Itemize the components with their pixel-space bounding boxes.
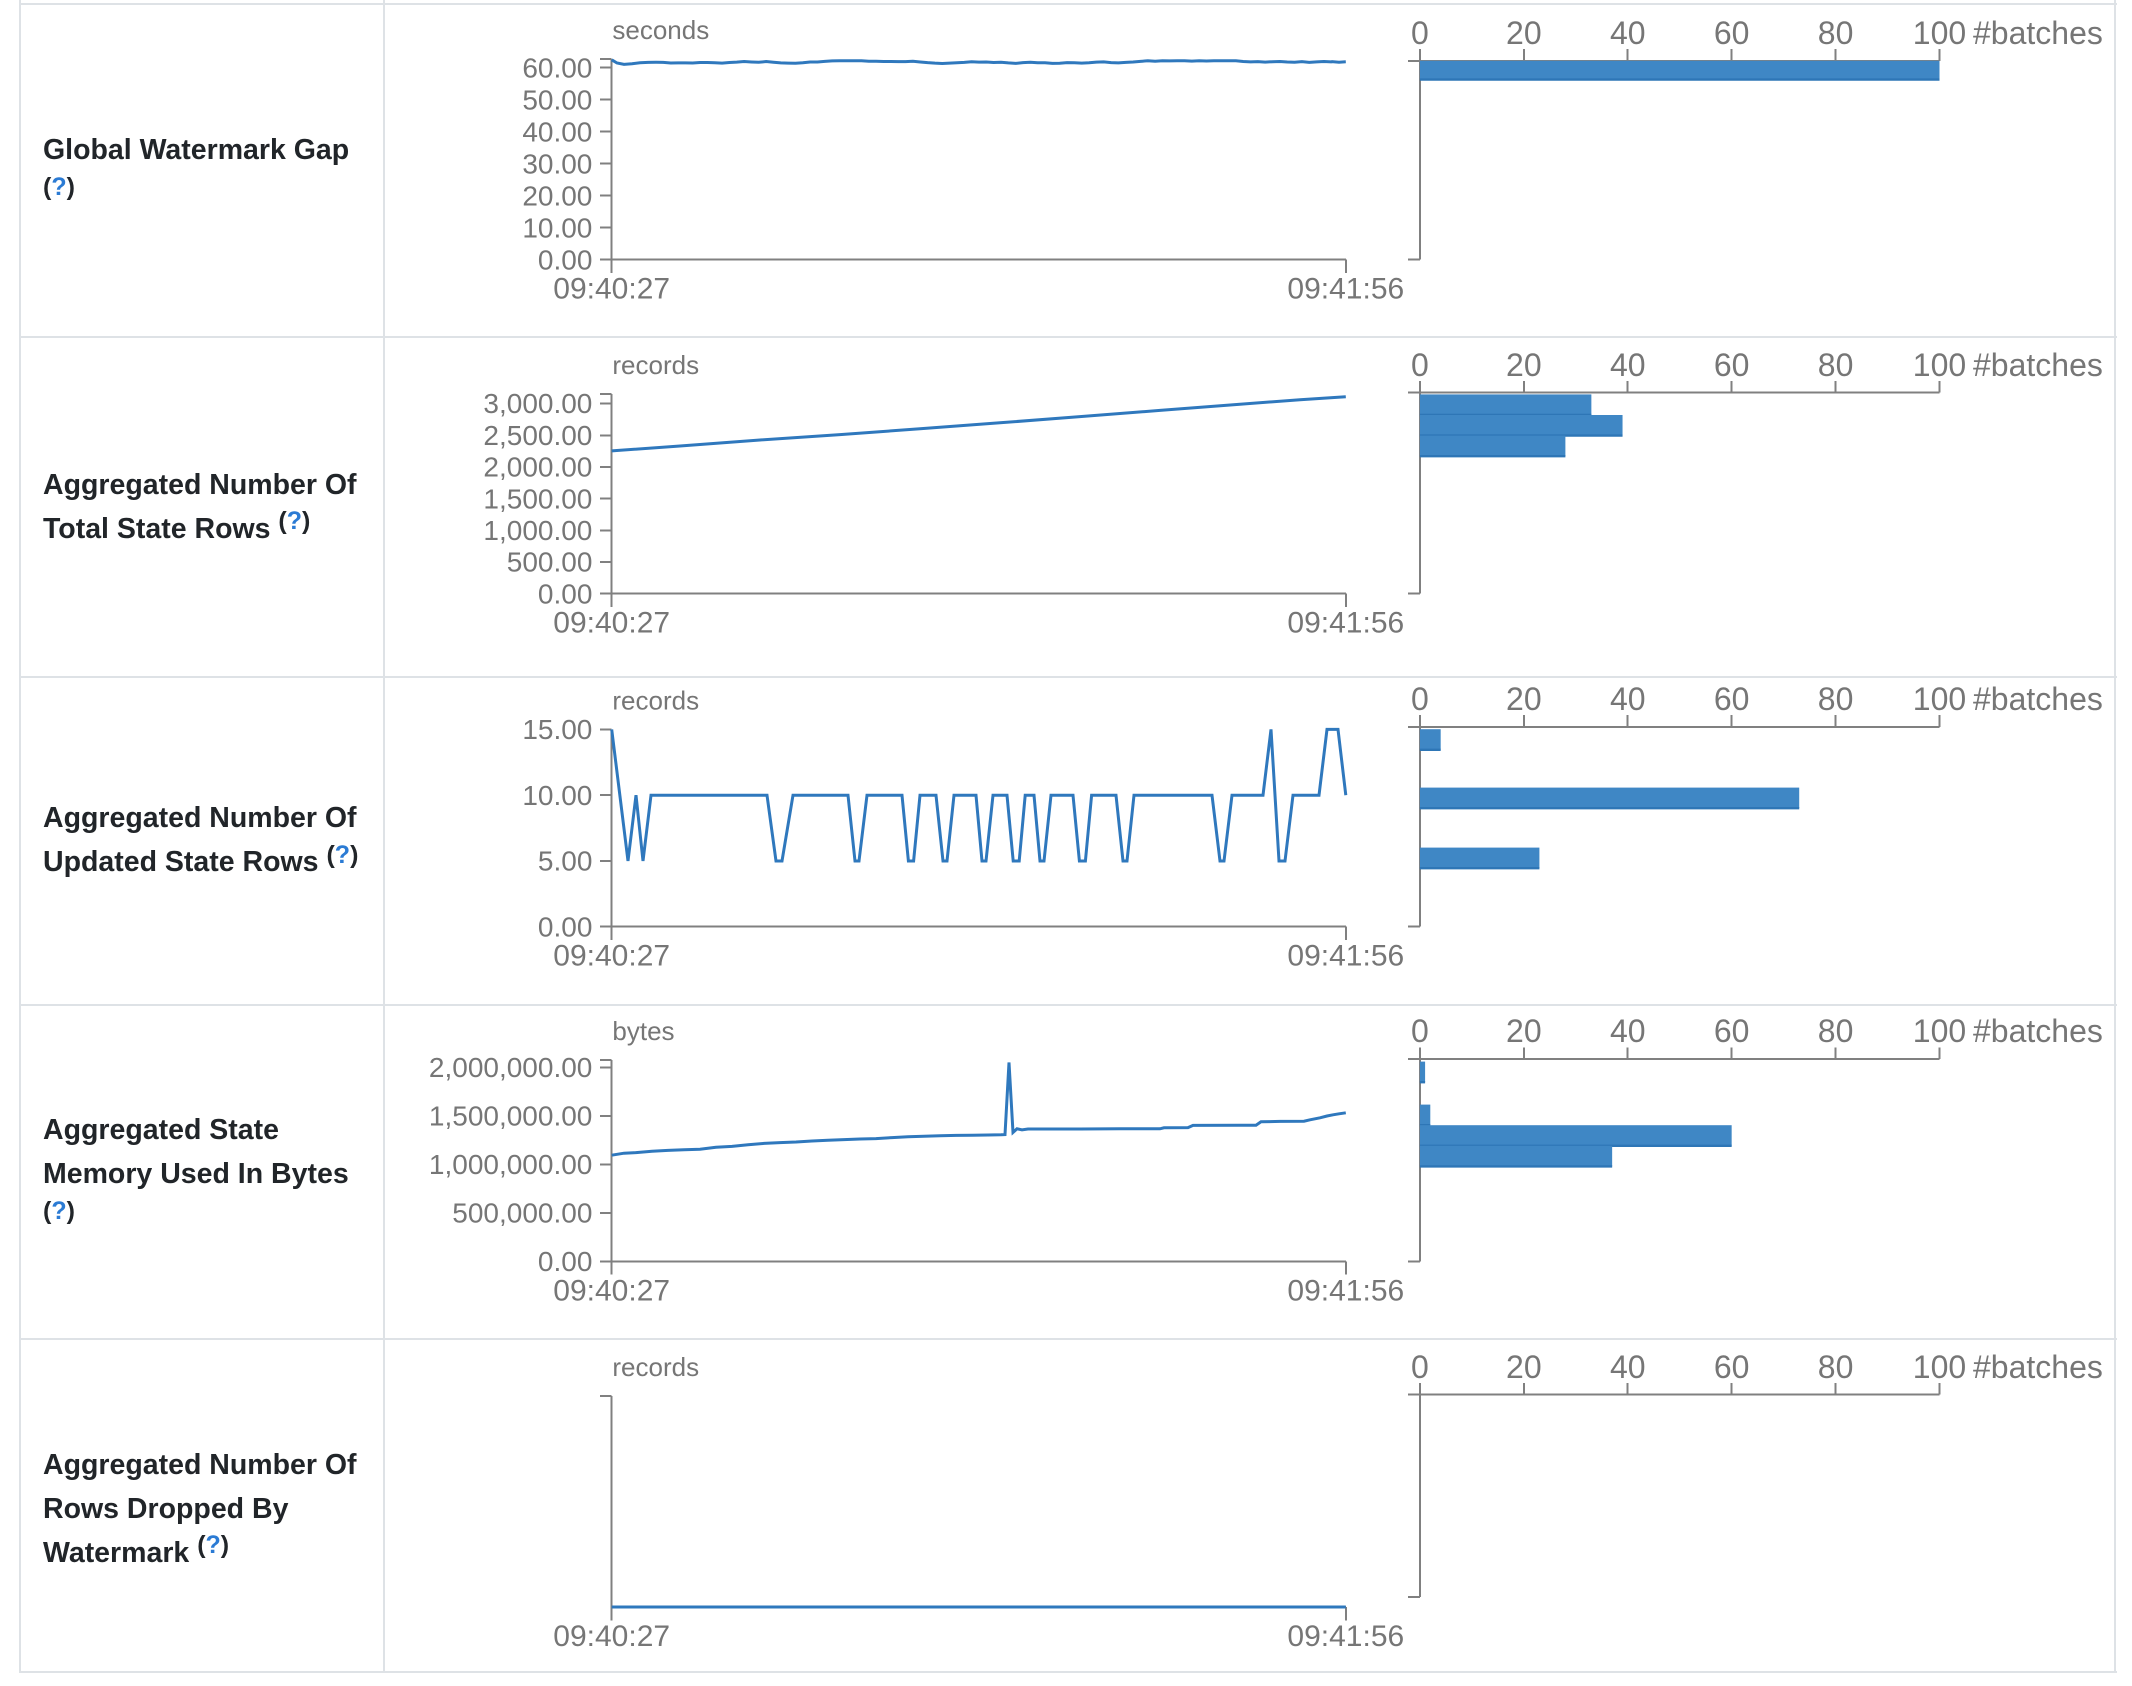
svg-text:40: 40	[1610, 681, 1646, 717]
svg-text:40: 40	[1610, 15, 1646, 51]
svg-text:records: records	[612, 350, 699, 380]
svg-text:09:41:56: 09:41:56	[1287, 273, 1404, 306]
svg-text:100: 100	[1913, 1013, 1966, 1049]
svg-text:#batches: #batches	[1973, 15, 2103, 51]
svg-text:80: 80	[1818, 681, 1854, 717]
svg-text:40.00: 40.00	[522, 116, 592, 147]
svg-text:100: 100	[1913, 15, 1966, 51]
svg-text:50.00: 50.00	[522, 84, 592, 115]
svg-text:500.00: 500.00	[507, 547, 593, 578]
svg-text:40: 40	[1610, 1013, 1646, 1049]
svg-text:60: 60	[1714, 681, 1750, 717]
svg-text:#batches: #batches	[1973, 681, 2103, 717]
svg-text:0: 0	[1411, 681, 1429, 717]
svg-text:10.00: 10.00	[522, 780, 592, 811]
svg-text:bytes: bytes	[612, 1016, 674, 1046]
svg-text:3,000.00: 3,000.00	[483, 388, 592, 419]
svg-text:09:41:56: 09:41:56	[1287, 940, 1404, 973]
svg-text:2,000.00: 2,000.00	[483, 452, 592, 483]
svg-text:80: 80	[1818, 1013, 1854, 1049]
svg-text:1,000,000.00: 1,000,000.00	[429, 1149, 593, 1180]
svg-text:80: 80	[1818, 347, 1854, 383]
svg-text:0.00: 0.00	[538, 911, 593, 942]
svg-text:15.00: 15.00	[522, 714, 592, 745]
svg-text:records: records	[612, 1352, 699, 1382]
svg-text:100: 100	[1913, 1349, 1966, 1385]
svg-text:5.00: 5.00	[538, 846, 593, 877]
svg-text:0: 0	[1411, 1349, 1429, 1385]
svg-text:60: 60	[1714, 1013, 1750, 1049]
svg-text:09:41:56: 09:41:56	[1287, 1620, 1404, 1653]
svg-text:100: 100	[1913, 347, 1966, 383]
svg-text:500,000.00: 500,000.00	[452, 1198, 592, 1229]
svg-text:09:40:27: 09:40:27	[553, 273, 670, 306]
svg-text:0.00: 0.00	[538, 244, 593, 275]
svg-text:20: 20	[1506, 347, 1542, 383]
svg-text:60.00: 60.00	[522, 52, 592, 83]
svg-text:20: 20	[1506, 681, 1542, 717]
svg-text:20.00: 20.00	[522, 180, 592, 211]
svg-text:1,500.00: 1,500.00	[483, 483, 592, 514]
svg-text:09:40:27: 09:40:27	[553, 940, 670, 973]
svg-text:2,000,000.00: 2,000,000.00	[429, 1052, 593, 1083]
svg-text:09:41:56: 09:41:56	[1287, 607, 1404, 640]
svg-text:0: 0	[1411, 1013, 1429, 1049]
svg-text:#batches: #batches	[1973, 1013, 2103, 1049]
svg-text:80: 80	[1818, 15, 1854, 51]
svg-text:0: 0	[1411, 347, 1429, 383]
svg-text:#batches: #batches	[1973, 1349, 2103, 1385]
svg-text:100: 100	[1913, 681, 1966, 717]
svg-text:09:41:56: 09:41:56	[1287, 1274, 1404, 1307]
svg-text:60: 60	[1714, 347, 1750, 383]
svg-text:20: 20	[1506, 1349, 1542, 1385]
svg-text:09:40:27: 09:40:27	[553, 1620, 670, 1653]
svg-text:1,000.00: 1,000.00	[483, 515, 592, 546]
svg-text:09:40:27: 09:40:27	[553, 607, 670, 640]
svg-text:0.00: 0.00	[538, 578, 593, 609]
svg-text:10.00: 10.00	[522, 212, 592, 243]
svg-text:20: 20	[1506, 1013, 1542, 1049]
svg-text:0.00: 0.00	[538, 1246, 593, 1277]
svg-text:#batches: #batches	[1973, 347, 2103, 383]
svg-text:80: 80	[1818, 1349, 1854, 1385]
svg-text:seconds: seconds	[612, 15, 709, 45]
svg-text:2,500.00: 2,500.00	[483, 420, 592, 451]
svg-text:60: 60	[1714, 15, 1750, 51]
svg-text:20: 20	[1506, 15, 1542, 51]
svg-text:40: 40	[1610, 1349, 1646, 1385]
svg-text:09:40:27: 09:40:27	[553, 1274, 670, 1307]
svg-text:40: 40	[1610, 347, 1646, 383]
svg-text:records: records	[612, 685, 699, 715]
svg-text:0: 0	[1411, 15, 1429, 51]
svg-text:60: 60	[1714, 1349, 1750, 1385]
svg-text:1,500,000.00: 1,500,000.00	[429, 1101, 593, 1132]
svg-text:30.00: 30.00	[522, 148, 592, 179]
